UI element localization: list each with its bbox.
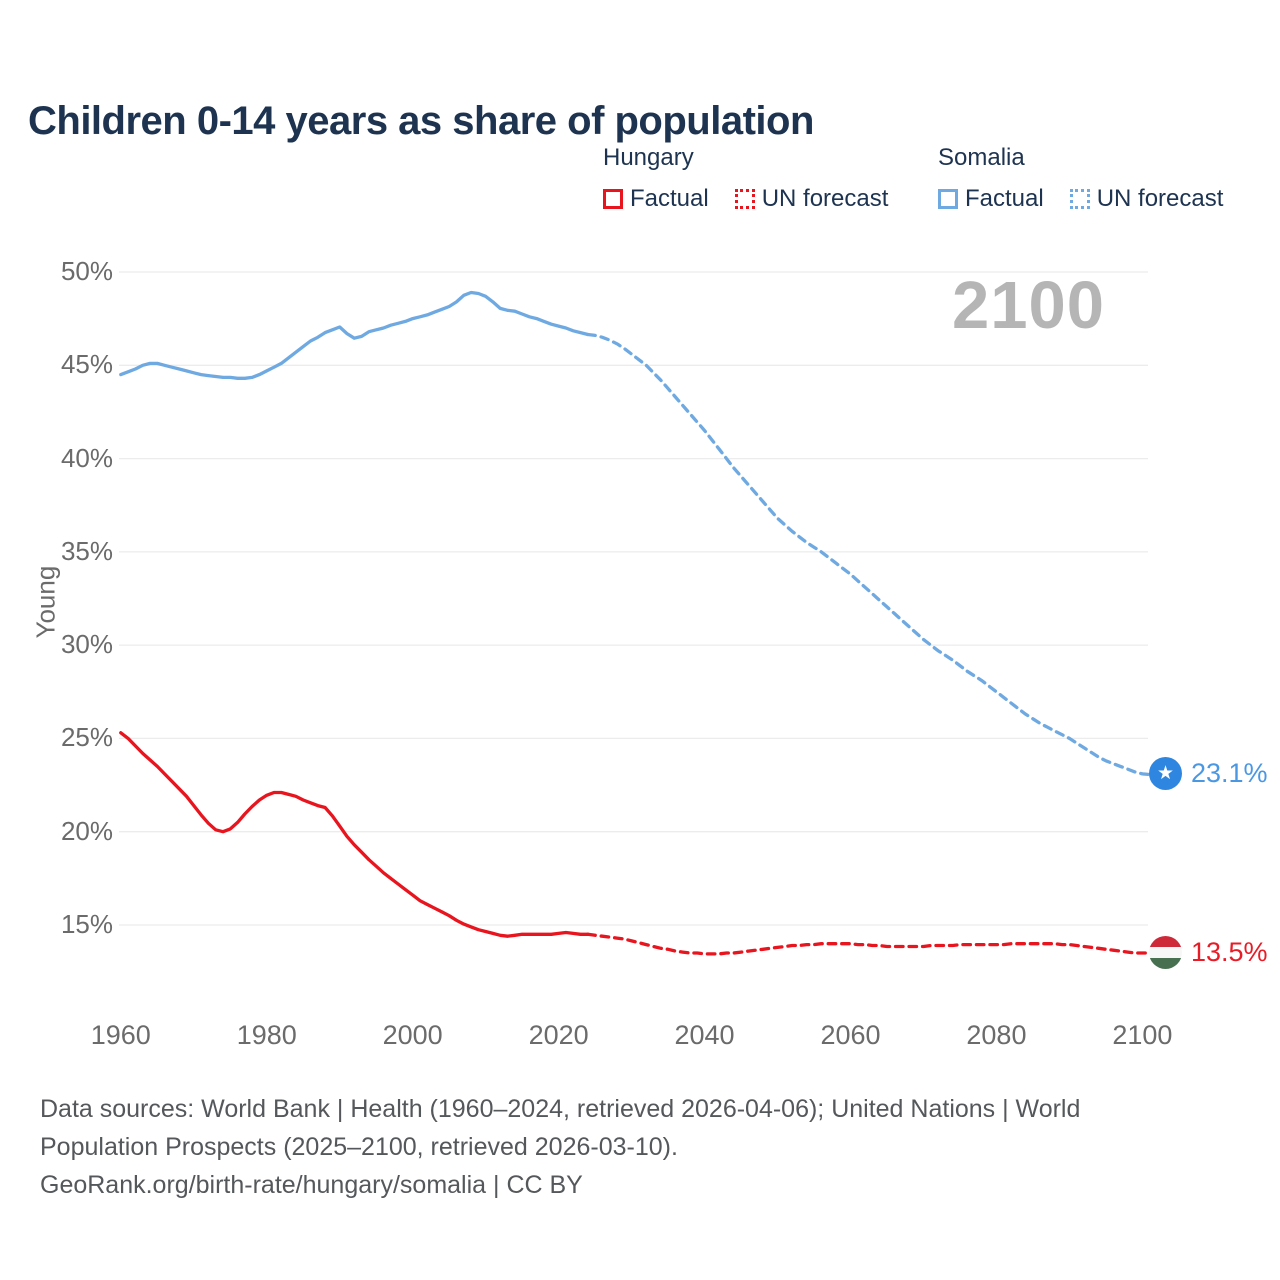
legend-row-somalia: Factual UN forecast (938, 185, 1223, 213)
hungary-end-marker: 13.5% (1149, 936, 1268, 970)
somalia-forecast-line (586, 332, 1155, 777)
y-tick-30: 30% (60, 629, 113, 660)
watermark-year: 2100 (951, 268, 1105, 343)
legend-row-hungary: Factual UN forecast (603, 185, 888, 213)
x-tick-1960: 1960 (90, 1020, 151, 1050)
legend-label: Factual (630, 185, 709, 212)
legend-group-somalia: Somalia Factual UN forecast (938, 144, 1223, 213)
legend-item-somalia-forecast: UN forecast (1069, 185, 1224, 213)
x-tick-2000: 2000 (382, 1020, 443, 1050)
footer-line-2: Population Prospects (2025–2100, retriev… (40, 1133, 678, 1161)
legend-label: Factual (965, 185, 1044, 212)
legend-label: UN forecast (761, 185, 889, 212)
footer-line-1: Data sources: World Bank | Health (1960–… (40, 1095, 1081, 1123)
data-sources-footer: Data sources: World Bank | Health (1960–… (40, 1090, 1080, 1204)
somalia-forecast-swatch-icon (1069, 189, 1090, 209)
y-tick-50: 50% (60, 256, 113, 286)
y-tick-35: 35% (60, 535, 113, 566)
x-tick-2080: 2080 (966, 1020, 1027, 1050)
legend-title-hungary: Hungary (603, 144, 694, 171)
hungary-forecast-swatch-icon (734, 189, 755, 209)
y-tick-25: 25% (60, 722, 113, 753)
legend-group-hungary: Hungary Factual UN forecast (603, 144, 888, 213)
somalia-flag-icon: ★ (1149, 757, 1182, 791)
legend-label: UN forecast (1096, 185, 1224, 212)
x-tick-2060: 2060 (820, 1020, 881, 1050)
y-tick-40: 40% (60, 442, 113, 473)
legend-item-hungary-factual: Factual (603, 185, 709, 213)
footer-line-3: GeoRank.org/birth-rate/hungary/somalia |… (40, 1171, 583, 1199)
somalia-end-value: 23.1% (1191, 758, 1268, 789)
legend: Hungary Factual UN forecast Somalia Fact… (0, 144, 1280, 224)
somalia-end-marker: ★ 23.1% (1149, 757, 1268, 791)
hungary-forecast-line (586, 932, 1155, 956)
legend-item-hungary-forecast: UN forecast (734, 185, 889, 213)
somalia-factual-line (119, 290, 590, 380)
y-tick-20: 20% (60, 815, 113, 846)
x-tick-2100: 2100 (1112, 1020, 1173, 1050)
x-tick-2020: 2020 (528, 1020, 589, 1050)
y-axis-title: Young (30, 565, 61, 639)
y-tick-45: 45% (60, 349, 113, 380)
legend-item-somalia-factual: Factual (938, 185, 1044, 213)
y-tick-15: 15% (60, 909, 113, 939)
x-tick-1980: 1980 (236, 1020, 297, 1050)
x-tick-2040: 2040 (674, 1020, 735, 1050)
hungary-end-value: 13.5% (1191, 937, 1268, 968)
page-title: Children 0-14 years as share of populati… (28, 98, 814, 143)
hungary-flag-icon (1149, 936, 1182, 970)
legend-title-somalia: Somalia (938, 144, 1025, 171)
hungary-factual-line (119, 731, 590, 938)
somalia-factual-swatch-icon (938, 189, 958, 209)
hungary-factual-swatch-icon (603, 189, 623, 209)
